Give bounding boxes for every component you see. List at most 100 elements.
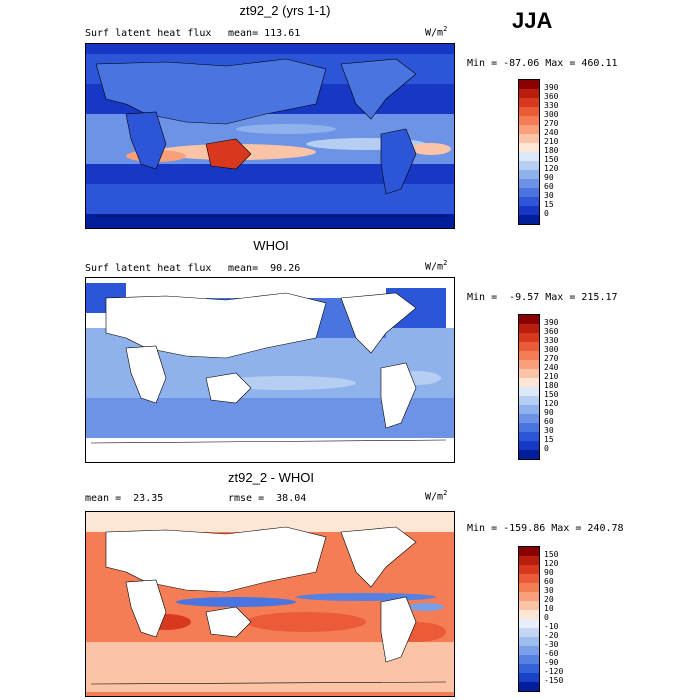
colorbar-segment	[519, 170, 539, 179]
panel1-minmax: Min = -87.06 Max = 460.11	[467, 58, 618, 69]
colorbar-segment	[519, 369, 539, 378]
colorbar-segment	[519, 414, 539, 423]
colorbar-segment	[519, 432, 539, 441]
panel2-colorbar-strip	[518, 314, 540, 460]
colorbar-tick-label: 150	[544, 155, 559, 164]
colorbar-segment	[519, 360, 539, 369]
colorbar-segment	[519, 125, 539, 134]
colorbar-tick-label: 360	[544, 327, 559, 336]
colorbar-segment	[519, 396, 539, 405]
colorbar-segment	[519, 197, 539, 206]
colorbar-segment	[519, 107, 539, 116]
colorbar-tick-label: 15	[544, 435, 554, 444]
colorbar-segment	[519, 116, 539, 125]
colorbar-tick-label: 300	[544, 345, 559, 354]
panel3-mean-label: mean = 23.35	[85, 493, 164, 504]
panel3-colorbar-strip	[518, 546, 540, 692]
colorbar-segment	[519, 98, 539, 107]
colorbar-tick-label: -90	[544, 658, 559, 667]
panel2-units: W/m2	[425, 259, 448, 273]
colorbar-tick-label: 330	[544, 336, 559, 345]
colorbar-tick-label: 180	[544, 146, 559, 155]
panel1-colorbar-strip	[518, 79, 540, 225]
colorbar-tick-label: 0	[544, 444, 549, 453]
panel3-title: zt92_2 - WHOI	[228, 470, 314, 485]
colorbar-segment	[519, 673, 539, 682]
colorbar-tick-label: 270	[544, 119, 559, 128]
colorbar-tick-label: 120	[544, 559, 559, 568]
colorbar-tick-label: 90	[544, 568, 554, 577]
colorbar-tick-label: 270	[544, 354, 559, 363]
colorbar-tick-label: -30	[544, 640, 559, 649]
colorbar-segment	[519, 143, 539, 152]
colorbar-tick-label: 20	[544, 595, 554, 604]
colorbar-tick-label: 10	[544, 604, 554, 613]
panel1-map	[85, 43, 455, 229]
colorbar-segment	[519, 405, 539, 414]
colorbar-tick-label: 180	[544, 381, 559, 390]
colorbar-tick-label: 150	[544, 390, 559, 399]
colorbar-segment	[519, 333, 539, 342]
panel2-title: WHOI	[253, 238, 289, 253]
colorbar-segment	[519, 342, 539, 351]
colorbar-segment	[519, 89, 539, 98]
colorbar-tick-label: 30	[544, 426, 554, 435]
colorbar-segment	[519, 565, 539, 574]
season-label: JJA	[512, 8, 553, 33]
colorbar-segment	[519, 179, 539, 188]
colorbar-segment	[519, 441, 539, 450]
colorbar-segment	[519, 628, 539, 637]
colorbar-segment	[519, 655, 539, 664]
panel1-title: zt92_2 (yrs 1-1)	[239, 3, 331, 18]
colorbar-segment	[519, 556, 539, 565]
colorbar-segment	[519, 646, 539, 655]
panel2-minmax: Min = -9.57 Max = 215.17	[467, 292, 618, 303]
colorbar-segment	[519, 682, 539, 691]
colorbar-segment	[519, 601, 539, 610]
colorbar-segment	[519, 423, 539, 432]
colorbar-segment	[519, 324, 539, 333]
colorbar-tick-label: -20	[544, 631, 559, 640]
colorbar-tick-label: 360	[544, 92, 559, 101]
colorbar-tick-label: -150	[544, 676, 564, 685]
colorbar-segment	[519, 583, 539, 592]
colorbar-tick-label: 330	[544, 101, 559, 110]
panel2-variable-label: Surf latent heat flux	[85, 263, 212, 274]
colorbar-tick-label: 210	[544, 137, 559, 146]
colorbar-segment	[519, 351, 539, 360]
panel3-rmse-label: rmse = 38.04	[228, 493, 307, 504]
colorbar-segment	[519, 315, 539, 324]
panel3-map	[85, 511, 455, 697]
colorbar-segment	[519, 450, 539, 459]
colorbar-tick-label: 390	[544, 83, 559, 92]
colorbar-tick-label: 90	[544, 408, 554, 417]
colorbar-tick-label: 0	[544, 209, 549, 218]
colorbar-segment	[519, 152, 539, 161]
colorbar-tick-label: 210	[544, 372, 559, 381]
colorbar-tick-label: 240	[544, 363, 559, 372]
colorbar-segment	[519, 161, 539, 170]
colorbar-tick-label: 390	[544, 318, 559, 327]
colorbar-tick-label: 60	[544, 182, 554, 191]
colorbar-tick-label: 30	[544, 586, 554, 595]
colorbar-tick-label: -120	[544, 667, 564, 676]
colorbar-segment	[519, 80, 539, 89]
colorbar-segment	[519, 592, 539, 601]
colorbar-segment	[519, 206, 539, 215]
panel1-variable-label: Surf latent heat flux	[85, 28, 212, 39]
colorbar-segment	[519, 637, 539, 646]
colorbar-tick-label: 15	[544, 200, 554, 209]
colorbar-tick-label: 90	[544, 173, 554, 182]
colorbar-segment	[519, 188, 539, 197]
panel1-mean-label: mean= 113.61	[228, 28, 301, 39]
panel2-mean-label: mean= 90.26	[228, 263, 301, 274]
colorbar-segment	[519, 619, 539, 628]
colorbar-tick-label: 60	[544, 417, 554, 426]
colorbar-segment	[519, 378, 539, 387]
colorbar-tick-label: 120	[544, 164, 559, 173]
colorbar-segment	[519, 610, 539, 619]
panel3-minmax: Min = -159.86 Max = 240.78	[467, 523, 624, 534]
colorbar-segment	[519, 547, 539, 556]
colorbar-tick-label: 120	[544, 399, 559, 408]
panel1-units: W/m2	[425, 25, 448, 39]
